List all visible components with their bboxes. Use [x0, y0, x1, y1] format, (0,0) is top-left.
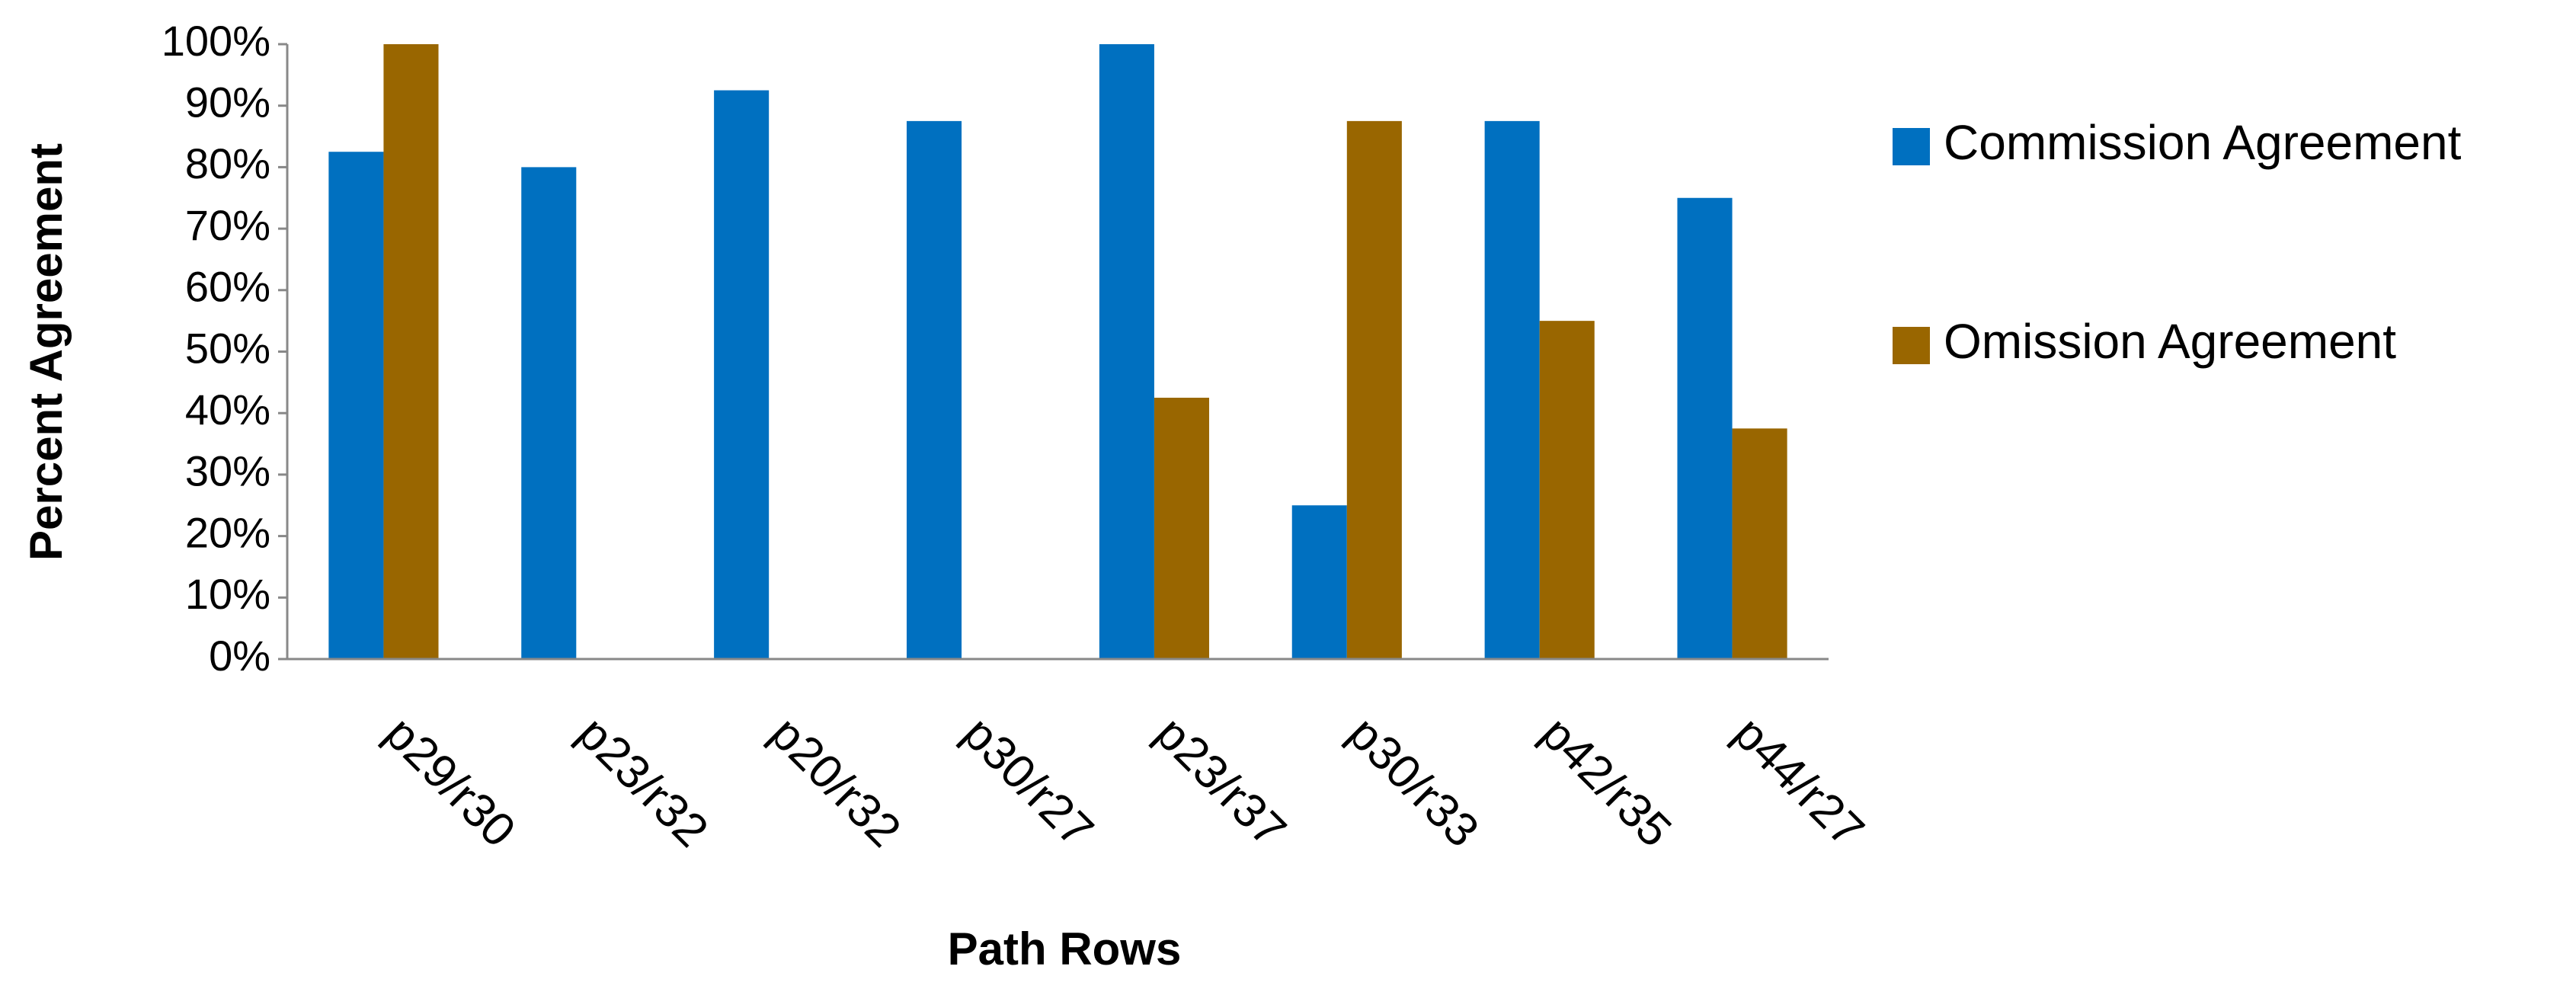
bar [383, 44, 439, 659]
x-axis-title: Path Rows [948, 923, 1182, 974]
y-tick-label: 50% [185, 324, 270, 372]
y-tick-label: 30% [185, 447, 270, 495]
x-tick-label: p20/r32 [760, 707, 910, 857]
legend-label: Omission Agreement [1944, 314, 2396, 369]
x-tick-label: p30/r27 [953, 707, 1103, 857]
y-tick-label: 40% [185, 386, 270, 434]
x-tick-label: p42/r35 [1531, 707, 1681, 857]
x-tick-label: p23/r32 [568, 707, 718, 857]
bar [1154, 398, 1210, 659]
y-tick-label: 90% [185, 78, 270, 126]
y-tick-label: 60% [185, 263, 270, 311]
legend-swatch [1893, 327, 1930, 364]
y-tick-label: 10% [185, 570, 270, 618]
y-tick-label: 80% [185, 139, 270, 187]
bar [1732, 428, 1787, 659]
y-tick-label: 100% [162, 17, 270, 65]
bar [1291, 505, 1347, 659]
bar [906, 120, 962, 659]
x-tick-label: p30/r33 [1338, 707, 1488, 857]
bar [521, 167, 577, 659]
y-tick-label: 0% [209, 632, 270, 680]
y-tick-label: 70% [185, 201, 270, 249]
x-tick-label: p44/r27 [1723, 707, 1874, 857]
bar [328, 152, 384, 660]
bar [1099, 44, 1154, 659]
y-axis-title: Percent Agreement [21, 143, 72, 561]
legend-swatch [1893, 128, 1930, 165]
x-tick-label: p29/r30 [375, 707, 525, 857]
bar [714, 90, 770, 659]
x-tick-label: p23/r37 [1145, 707, 1295, 857]
y-tick-label: 20% [185, 508, 270, 556]
bar [1346, 120, 1402, 659]
bar [1484, 120, 1540, 659]
legend-label: Commission Agreement [1944, 115, 2462, 170]
bar [1539, 321, 1595, 659]
bar [1677, 197, 1733, 659]
